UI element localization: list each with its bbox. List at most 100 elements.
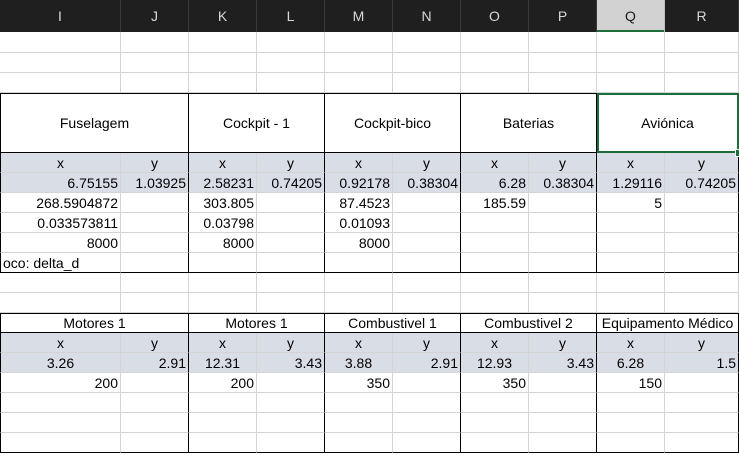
data-cell[interactable] <box>665 193 739 213</box>
data-cell[interactable]: 0.38304 <box>529 173 597 193</box>
cell[interactable] <box>393 253 461 273</box>
cell[interactable] <box>665 253 739 273</box>
axis-header[interactable]: y <box>529 153 597 173</box>
column-header-n[interactable]: N <box>393 0 461 32</box>
cell[interactable] <box>257 433 325 453</box>
cell[interactable] <box>325 32 393 53</box>
data-cell[interactable]: 1.5 <box>665 353 739 373</box>
axis-header[interactable]: y <box>121 333 189 353</box>
fill-handle[interactable] <box>735 149 739 157</box>
cell[interactable] <box>121 413 189 433</box>
cell[interactable] <box>121 293 189 313</box>
cell[interactable] <box>665 273 739 293</box>
cell[interactable] <box>665 73 739 93</box>
cell[interactable] <box>257 73 325 93</box>
cell[interactable] <box>461 273 529 293</box>
cell[interactable] <box>597 73 665 93</box>
cell[interactable] <box>325 293 393 313</box>
axis-header[interactable]: x <box>597 153 665 173</box>
cell[interactable] <box>393 433 461 453</box>
axis-header[interactable]: y <box>393 333 461 353</box>
cell[interactable] <box>257 393 325 413</box>
cell[interactable] <box>189 393 257 413</box>
cell[interactable] <box>0 73 121 93</box>
cell[interactable] <box>189 73 257 93</box>
cell[interactable] <box>665 413 739 433</box>
data-cell[interactable] <box>529 233 597 253</box>
data-cell[interactable] <box>257 373 325 393</box>
data-cell[interactable]: 8000 <box>325 233 393 253</box>
cell[interactable] <box>257 413 325 433</box>
axis-header[interactable]: x <box>461 333 529 353</box>
axis-header[interactable]: x <box>597 333 665 353</box>
cell[interactable] <box>393 53 461 73</box>
data-cell[interactable] <box>665 373 739 393</box>
cell[interactable] <box>325 73 393 93</box>
cell[interactable] <box>529 393 597 413</box>
data-cell[interactable]: 8000 <box>189 233 257 253</box>
data-cell[interactable]: 2.91 <box>121 353 189 373</box>
cell[interactable] <box>529 413 597 433</box>
cell[interactable] <box>597 32 665 53</box>
data-cell[interactable]: 350 <box>325 373 393 393</box>
cell[interactable] <box>325 393 393 413</box>
data-cell[interactable] <box>121 193 189 213</box>
data-cell[interactable]: 3.43 <box>529 353 597 373</box>
cell[interactable] <box>0 433 121 453</box>
cell[interactable] <box>189 413 257 433</box>
cell[interactable] <box>665 293 739 313</box>
cell[interactable] <box>325 253 393 273</box>
group-header[interactable]: Motores 1 <box>189 313 325 333</box>
data-cell[interactable] <box>257 233 325 253</box>
cell[interactable] <box>0 32 121 53</box>
axis-header[interactable]: y <box>257 153 325 173</box>
data-cell[interactable] <box>461 213 529 233</box>
data-cell[interactable]: 303.805 <box>189 193 257 213</box>
axis-header[interactable]: x <box>189 153 257 173</box>
data-cell[interactable] <box>665 233 739 253</box>
cell[interactable] <box>189 273 257 293</box>
axis-header[interactable]: x <box>189 333 257 353</box>
cell[interactable] <box>121 273 189 293</box>
data-cell[interactable]: 185.59 <box>461 193 529 213</box>
data-cell[interactable]: 3.26 <box>0 353 121 373</box>
axis-header[interactable]: x <box>461 153 529 173</box>
cell[interactable] <box>665 53 739 73</box>
cell[interactable] <box>189 53 257 73</box>
cell[interactable] <box>529 433 597 453</box>
group-header[interactable]: Equipamento Médico <box>597 313 739 333</box>
cell[interactable] <box>665 433 739 453</box>
cell[interactable] <box>0 413 121 433</box>
column-header-p[interactable]: P <box>529 0 597 32</box>
cell[interactable] <box>393 393 461 413</box>
cell[interactable] <box>325 273 393 293</box>
group-header[interactable]: Motores 1 <box>0 313 189 333</box>
data-cell[interactable]: 8000 <box>0 233 121 253</box>
data-cell[interactable] <box>257 213 325 233</box>
data-cell[interactable]: 350 <box>461 373 529 393</box>
data-cell[interactable]: 1.03925 <box>121 173 189 193</box>
cell[interactable] <box>597 413 665 433</box>
data-cell[interactable]: 0.92178 <box>325 173 393 193</box>
column-header-l[interactable]: L <box>257 0 325 32</box>
data-cell[interactable]: 0.033573811 <box>0 213 121 233</box>
data-cell[interactable]: 200 <box>189 373 257 393</box>
cell[interactable] <box>461 32 529 53</box>
data-cell[interactable]: 268.5904872 <box>0 193 121 213</box>
data-cell[interactable]: 0.38304 <box>393 173 461 193</box>
axis-header[interactable]: x <box>0 333 121 353</box>
data-cell[interactable] <box>121 373 189 393</box>
cell[interactable] <box>461 293 529 313</box>
data-cell[interactable]: 3.88 <box>325 353 393 373</box>
cell[interactable] <box>597 433 665 453</box>
cell[interactable] <box>121 32 189 53</box>
data-cell[interactable] <box>529 213 597 233</box>
data-cell[interactable]: 2.58231 <box>189 173 257 193</box>
column-header-q[interactable]: Q <box>597 0 665 32</box>
cell[interactable] <box>257 273 325 293</box>
data-cell[interactable]: 0.74205 <box>665 173 739 193</box>
data-cell[interactable] <box>461 233 529 253</box>
cell[interactable] <box>393 73 461 93</box>
group-header[interactable]: Combustivel 2 <box>461 313 597 333</box>
data-cell[interactable]: 0.01093 <box>325 213 393 233</box>
